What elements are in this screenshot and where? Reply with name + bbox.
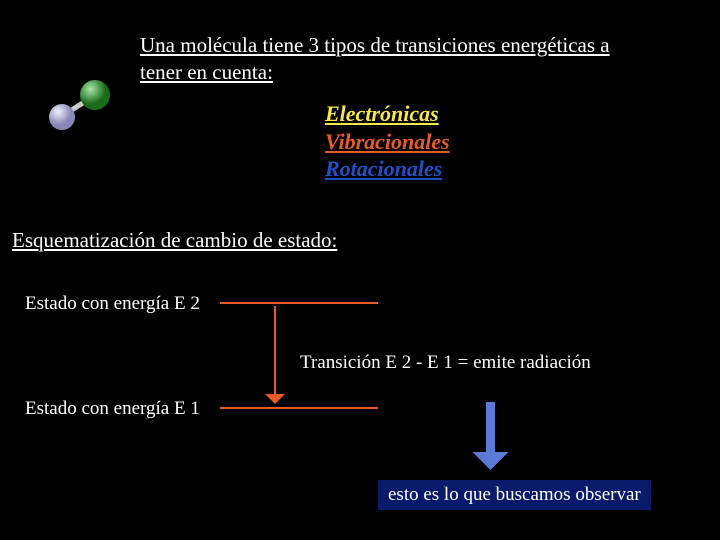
transition-list: Electrónicas Vibracionales Rotacionales [325,100,450,183]
e2-energy-line [220,302,378,304]
emission-arrow [466,402,515,472]
intro-text: Una molécula tiene 3 tipos de transicion… [140,32,620,87]
transition-text: Transición E 2 - E 1 = emite radiación [300,352,591,374]
e1-label: Estado con energía E 1 [25,398,200,420]
molecule-figure [40,75,120,135]
atom-grey [49,104,75,130]
molecule-svg [40,75,120,135]
atom-green [80,80,110,110]
e1-energy-line [220,407,378,409]
e2-label: Estado con energía E 2 [25,293,200,315]
transition-vibrational: Vibracionales [325,128,450,156]
transition-electronic: Electrónicas [325,100,450,128]
transition-rotational: Rotacionales [325,155,450,183]
schema-title: Esquematización de cambio de estado: [12,228,337,253]
seek-box: esto es lo que buscamos observar [378,480,651,510]
transition-arrow [262,306,288,406]
